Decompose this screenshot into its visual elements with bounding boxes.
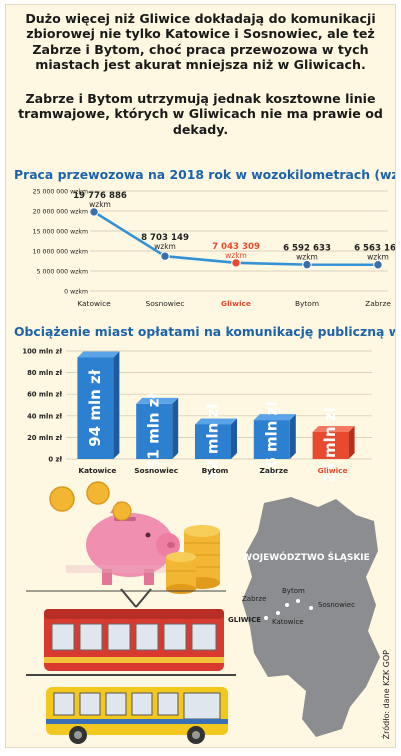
- bar-top: [312, 426, 355, 432]
- bar-value-label: 94 mln zł: [86, 369, 104, 446]
- bar-chart: 100 mln zł 80 mln zł 60 mln zł 40 mln zł 20 …: [22, 348, 372, 481]
- bar-side: [113, 351, 120, 459]
- x-tick-label: Sosnowiec: [134, 466, 178, 475]
- bar-top: [77, 351, 120, 358]
- bar-top: [253, 414, 296, 421]
- bar-side: [289, 414, 296, 459]
- map-city-katowice: Katowice: [272, 618, 304, 626]
- bar-value-label: 36 mln zł: [262, 401, 280, 478]
- bar: [77, 357, 114, 459]
- x-tick-label: Gliwice: [318, 466, 348, 475]
- map-region-label: WOJEWÓDZTWO ŚLĄSKIE: [242, 551, 370, 563]
- data-label: 7 043 309 wzkm: [212, 242, 260, 260]
- bar-side: [172, 397, 179, 459]
- bar-side: [231, 418, 237, 459]
- y-tick-label: 0 wzkm: [64, 289, 88, 296]
- bar-value-label: 51 mln zł: [145, 393, 163, 470]
- source-note: Źródło: dane KZK GOP: [382, 649, 391, 739]
- bar-value-label: 32 mln zł: [204, 403, 222, 480]
- data-point: [231, 258, 241, 268]
- tram-icon: [26, 588, 236, 676]
- y-tick-label: 20 mln zł: [27, 434, 62, 442]
- map-city-bytom: Bytom: [282, 587, 305, 595]
- data-label: 6 563 168wzkm: [354, 244, 396, 262]
- y-tick-label: 40 mln zł: [27, 412, 62, 420]
- bar-top: [136, 397, 179, 404]
- data-point: [373, 260, 383, 270]
- data-point: [89, 207, 99, 217]
- bar-value-label: 25 mln zł: [321, 407, 339, 481]
- data-label: 6 592 633 wzkm: [283, 244, 331, 262]
- map-city-sosnowiec: Sosnowiec: [318, 601, 355, 609]
- x-tick-label: Zabrze: [259, 466, 288, 475]
- bar-top: [195, 418, 237, 425]
- y-tick-label: 25 000 000 wzkm: [33, 189, 88, 196]
- bar: [195, 424, 231, 459]
- data-label: 8 703 149 wzkm: [141, 233, 189, 251]
- line-chart: 25 000 000 wzkm 20 000 000 wzkm 15 000 000…: [33, 189, 396, 309]
- y-tick-label: 15 000 000 wzkm: [33, 229, 88, 236]
- x-tick-label: Zabrze: [365, 299, 391, 308]
- y-tick-label: 100 mln zł: [22, 348, 62, 356]
- y-tick-label: 10 000 000 wzkm: [33, 249, 88, 256]
- bar-side: [348, 426, 355, 459]
- data-point: [160, 251, 170, 261]
- data-label: 19 776 886 wzkm: [73, 191, 127, 209]
- bar-chart-title: Obciążenie miast opłatami na komunikację…: [14, 324, 395, 339]
- intro-paragraph-2: Zabrze i Bytom utrzymują jednak kosztown…: [18, 91, 383, 137]
- data-point: [302, 259, 312, 270]
- bar: [312, 432, 349, 459]
- x-tick-label: Sosnowiec: [146, 299, 185, 308]
- illustration: WOJEWÓDZTWO ŚLĄSKIE Zabrze Bytom Sosnowi…: [26, 481, 380, 744]
- map-city-gliwice: GLIWICE: [228, 616, 261, 624]
- x-tick-label: Katowice: [78, 466, 116, 475]
- map-city-zabrze: Zabrze: [242, 595, 266, 603]
- y-tick-label: 60 mln zł: [27, 391, 62, 399]
- bar: [136, 403, 173, 459]
- x-tick-label: Bytom: [295, 299, 319, 308]
- line-chart-title: Praca przewozowa na 2018 rok w wozokilom…: [14, 167, 396, 182]
- x-tick-label: Katowice: [77, 299, 111, 308]
- y-tick-label: 5 000 000 wzkm: [37, 269, 88, 276]
- piggy-bank-icon: [49, 481, 186, 585]
- y-tick-label: 20 000 000 wzkm: [33, 209, 88, 216]
- y-tick-label: 80 mln zł: [27, 369, 62, 377]
- silesia-map: WOJEWÓDZTWO ŚLĄSKIE Zabrze Bytom Sosnowi…: [228, 497, 380, 737]
- bar: [253, 420, 290, 459]
- infographic: Dużo więcej niż Gliwice dokładają do kom…: [5, 4, 396, 748]
- intro-paragraph-1: Dużo więcej niż Gliwice dokładają do kom…: [25, 11, 376, 73]
- x-tick-label: Gliwice: [221, 299, 251, 308]
- y-tick-label: 0 zł: [48, 456, 62, 464]
- bus-icon: [46, 687, 228, 744]
- x-tick-label: Bytom: [202, 466, 229, 475]
